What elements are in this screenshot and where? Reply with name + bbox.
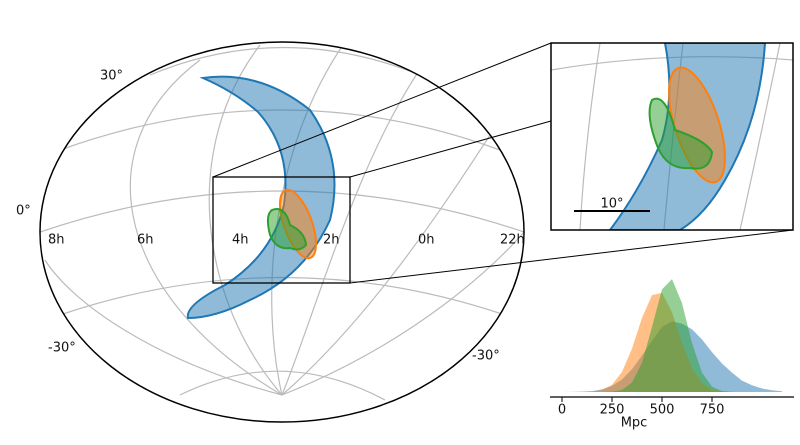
inset-border xyxy=(550,42,794,231)
ra-label: 8h xyxy=(48,233,65,248)
ra-label: 4h xyxy=(232,233,249,248)
ra-label: 2h xyxy=(323,233,340,248)
density-area xyxy=(562,279,782,392)
connector xyxy=(212,42,552,178)
connector xyxy=(349,229,794,284)
x-tick-label: 750 xyxy=(700,403,725,418)
scale-label: 10° xyxy=(600,197,623,212)
dec-label: 0° xyxy=(16,204,31,219)
x-axis-label: Mpc xyxy=(621,416,648,431)
ra-label: 6h xyxy=(137,233,154,248)
x-tick-label: 0 xyxy=(558,403,566,418)
dec-label: 30° xyxy=(100,69,123,84)
contour-green xyxy=(266,208,308,251)
dec-label: -30° xyxy=(48,341,76,356)
zoom-box xyxy=(212,176,351,284)
x-tick-label: 250 xyxy=(600,403,625,418)
ra-label: 0h xyxy=(418,233,435,248)
localization-90 xyxy=(186,75,336,320)
ra-label: 22h xyxy=(500,233,525,248)
sky-border xyxy=(39,41,525,423)
distance-plot: 0 250 500 750 Mpc xyxy=(550,279,794,431)
dec-label: -30° xyxy=(472,349,500,364)
x-tick-label: 500 xyxy=(650,403,675,418)
connector xyxy=(349,120,552,178)
inset xyxy=(551,43,793,230)
sky-grid xyxy=(40,42,524,401)
